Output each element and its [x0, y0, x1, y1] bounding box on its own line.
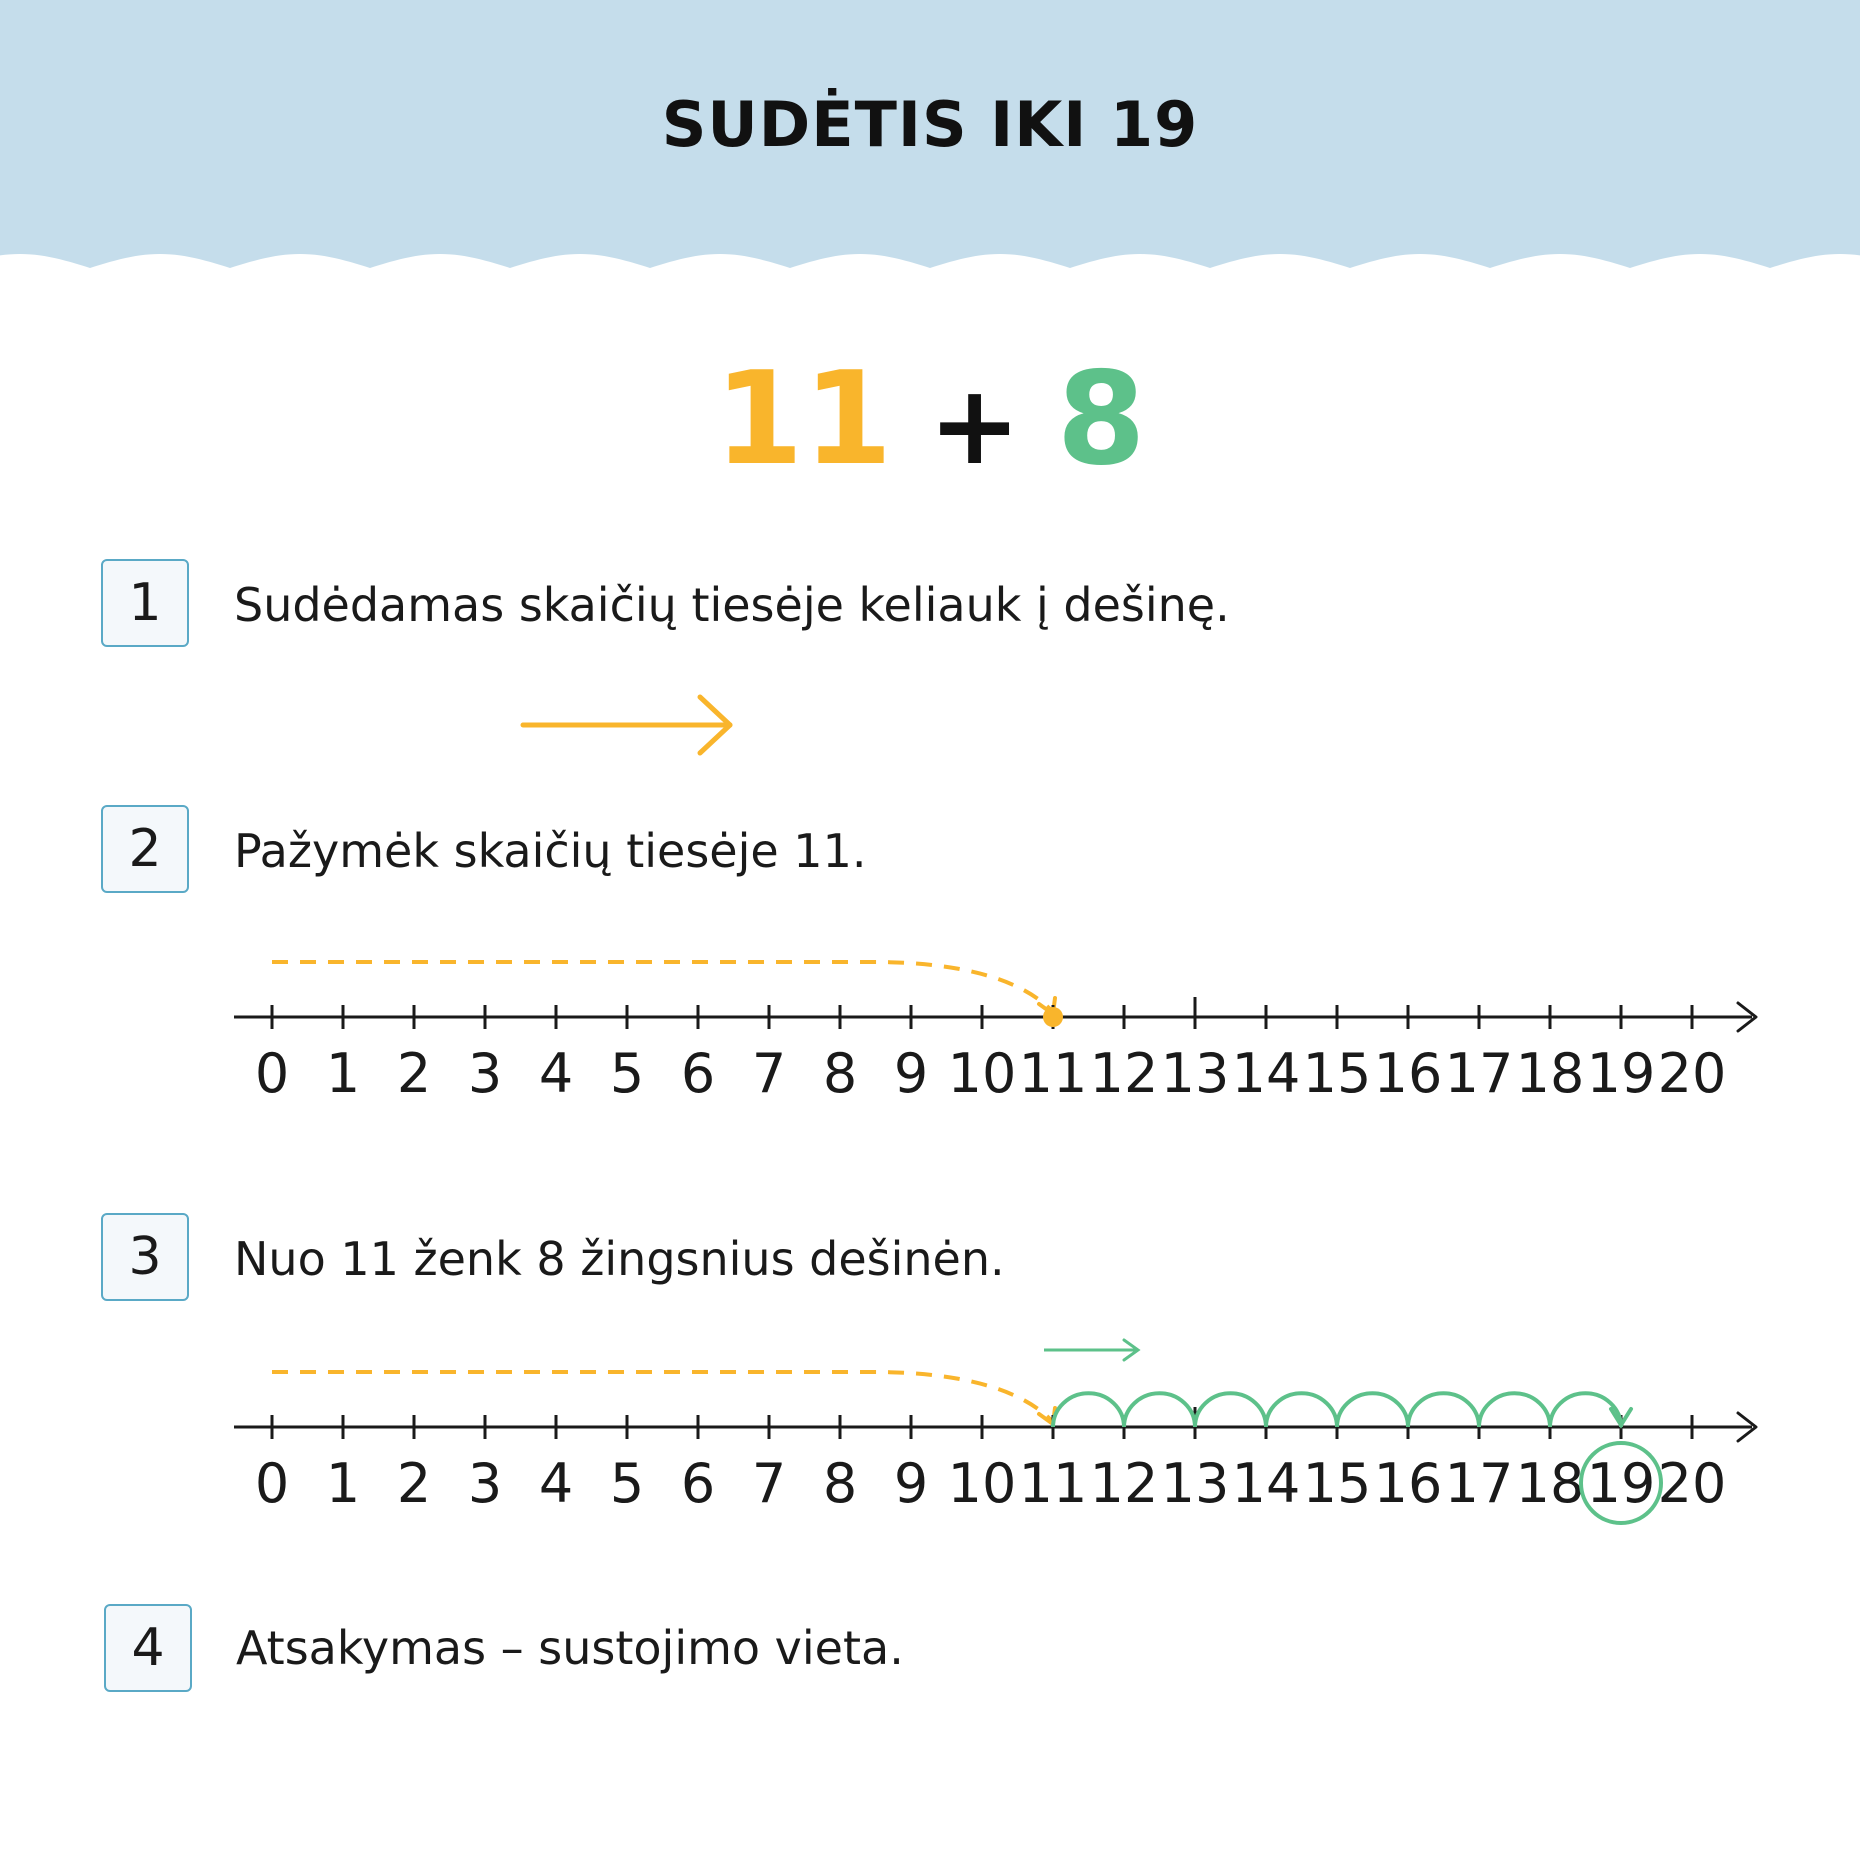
equation-second-addend: 8 [1056, 345, 1146, 494]
tick-label: 2 [397, 1452, 431, 1515]
step-3-text: Nuo 11 ženk 8 žingsnius dešinėn. [234, 1232, 1005, 1286]
jump-arrowhead-icon [1609, 1407, 1633, 1429]
tick-label: 3 [468, 1452, 502, 1515]
tick-label: 0 [255, 1452, 289, 1515]
tick-label: 11 [1019, 1042, 1088, 1105]
equation-plus-sign: + [928, 361, 1021, 489]
tick-label: 7 [752, 1452, 786, 1515]
jump-arc [1548, 1391, 1623, 1428]
jump-arc [1406, 1391, 1481, 1428]
step-2-text: Pažymėk skaičių tiesėje 11. [234, 824, 867, 878]
start-point-marker [1043, 1007, 1063, 1027]
jump-arc [1264, 1391, 1339, 1428]
result-circle-marker [1579, 1441, 1663, 1525]
start-approach-path [272, 960, 1055, 1014]
tick-label: 12 [1090, 1452, 1159, 1515]
axis-arrowhead-icon [1736, 1411, 1758, 1443]
tick-label: 6 [681, 1042, 715, 1105]
tick-label: 16 [1374, 1042, 1443, 1105]
tick-label: 12 [1090, 1042, 1159, 1105]
step-2-number-box: 2 [101, 805, 189, 893]
tick-label: 15 [1303, 1042, 1372, 1105]
jump-arc [1335, 1391, 1410, 1428]
direction-arrow-icon [520, 694, 733, 756]
tick-label: 10 [948, 1452, 1017, 1515]
tick-label: 10 [948, 1042, 1017, 1105]
tick-label: 18 [1516, 1042, 1585, 1105]
step-3-number-box: 3 [101, 1213, 189, 1301]
tick-label: 1 [326, 1042, 360, 1105]
number-line-1: 0 1 2 3 4 5 6 7 8 9 10 11 12 13 14 15 16 17 18 19 20 [234, 960, 1758, 1105]
jump-arc [1193, 1391, 1268, 1428]
tick-label: 8 [823, 1452, 857, 1515]
equation: 11 +8 [0, 345, 1860, 500]
tick-label: 20 [1658, 1452, 1727, 1515]
tick-label: 5 [610, 1042, 644, 1105]
tick-label: 7 [752, 1042, 786, 1105]
step-1-number-box: 1 [101, 559, 189, 647]
tick-label: 1 [326, 1452, 360, 1515]
tick-label: 6 [681, 1452, 715, 1515]
header-banner [0, 0, 1860, 270]
tick-label: 11 [1019, 1452, 1088, 1515]
tick-label: 8 [823, 1042, 857, 1105]
tick-label: 17 [1445, 1452, 1514, 1515]
tick-label: 9 [894, 1452, 928, 1515]
step-4-number-box: 4 [104, 1604, 192, 1692]
tick-label: 15 [1303, 1452, 1372, 1515]
equation-first-addend: 11 [714, 345, 893, 494]
tick-label: 17 [1445, 1042, 1514, 1105]
tick-label: 19 [1587, 1042, 1656, 1105]
number-line-2: 0 1 2 3 4 5 6 7 8 9 10 11 12 13 14 15 16 17 18 19 20 [234, 1338, 1758, 1525]
tick-label: 13 [1161, 1042, 1230, 1105]
tick-label: 20 [1658, 1042, 1727, 1105]
tick-label: 19 [1587, 1452, 1656, 1515]
start-approach-path [272, 1370, 1055, 1424]
tick-label: 16 [1374, 1452, 1443, 1515]
step-4-text: Atsakymas – sustojimo vieta. [236, 1621, 904, 1675]
tick-label: 4 [539, 1452, 573, 1515]
tick-label: 0 [255, 1042, 289, 1105]
tick-label: 3 [468, 1042, 502, 1105]
step-1-text: Sudėdamas skaičių tiesėje keliauk į deši… [234, 578, 1230, 632]
tick-label: 14 [1232, 1042, 1301, 1105]
jump-arc [1122, 1391, 1197, 1428]
tick-label: 4 [539, 1042, 573, 1105]
tick-label: 2 [397, 1042, 431, 1105]
tick-label: 18 [1516, 1452, 1585, 1515]
jump-arc [1477, 1391, 1552, 1428]
page-title: SUDĖTIS IKI 19 [661, 88, 1199, 161]
axis-arrowhead-icon [1736, 1001, 1758, 1033]
tick-label: 13 [1161, 1452, 1230, 1515]
jump-direction-arrowhead-icon [1122, 1338, 1141, 1362]
jump-arc [1051, 1391, 1126, 1428]
tick-label: 5 [610, 1452, 644, 1515]
tick-label: 14 [1232, 1452, 1301, 1515]
tick-label: 9 [894, 1042, 928, 1105]
